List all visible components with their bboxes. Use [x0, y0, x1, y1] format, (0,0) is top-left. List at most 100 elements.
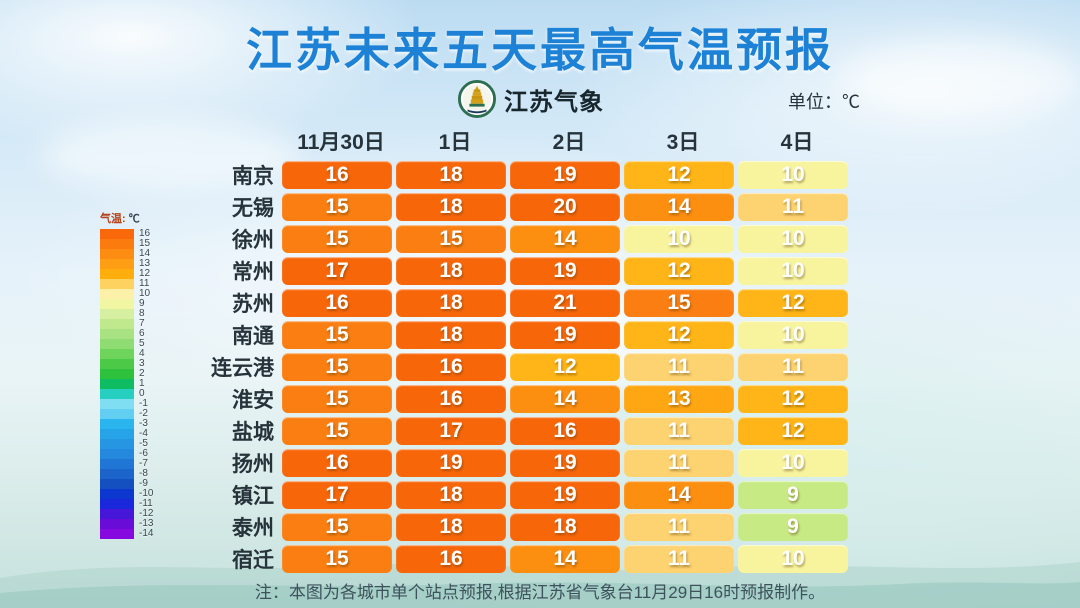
temperature-cell: 18 [396, 161, 506, 189]
table-row: 盐城 15 17 16 11 12 [196, 417, 856, 445]
legend-color-swatch [100, 269, 134, 279]
temperature-cell: 18 [510, 513, 620, 541]
temperature-cell: 17 [282, 481, 392, 509]
table-row: 宿迁 15 16 14 11 10 [196, 545, 856, 573]
table-header-row: 11月30日 1日 2日 3日 4日 [286, 126, 856, 156]
temperature-cell: 10 [738, 449, 848, 477]
temperature-cell: 14 [624, 193, 734, 221]
legend-item: -14 [100, 529, 153, 539]
legend-color-swatch [100, 459, 134, 469]
table-row: 扬州 16 19 19 11 10 [196, 449, 856, 477]
table-row: 徐州 15 15 14 10 10 [196, 225, 856, 253]
temperature-cell: 12 [738, 417, 848, 445]
column-header: 1日 [438, 131, 472, 154]
footnote: 注：本图为各城市单个站点预报,根据江苏省气象台11月29日16时预报制作。 [254, 583, 826, 602]
legend-item: 14 [100, 249, 153, 259]
legend-tick-label: -14 [139, 528, 154, 539]
table-row: 南通 15 18 19 12 10 [196, 321, 856, 349]
temperature-cell: 11 [624, 353, 734, 381]
legend-item: -2 [100, 409, 153, 419]
temperature-cell: 10 [624, 225, 734, 253]
legend-title-unit: ℃ [128, 213, 140, 225]
temperature-cell: 16 [396, 385, 506, 413]
legend-color-swatch [100, 529, 134, 539]
legend-color-swatch [100, 359, 134, 369]
legend-tick-label: 13 [139, 258, 151, 269]
legend-tick-label: -8 [139, 468, 148, 479]
legend-tick-label: -5 [139, 438, 148, 449]
temperature-cell: 10 [738, 225, 848, 253]
legend-color-swatch [100, 239, 134, 249]
legend-color-swatch [100, 369, 134, 379]
city-label: 苏州 [232, 293, 274, 316]
temperature-cell: 11 [624, 545, 734, 573]
temperature-cell: 18 [396, 481, 506, 509]
city-label: 宿迁 [232, 549, 274, 572]
legend-item: 4 [100, 349, 153, 359]
jiangsu-meteorology-badge-icon [458, 80, 496, 118]
city-label: 连云港 [211, 357, 274, 380]
cloud-decoration [40, 120, 300, 190]
legend-tick-label: 5 [139, 338, 145, 349]
legend-tick-label: 2 [139, 368, 145, 379]
temperature-cell: 19 [510, 161, 620, 189]
temperature-cell: 18 [396, 289, 506, 317]
legend-color-swatch [100, 509, 134, 519]
cloud-decoration [840, 40, 1080, 120]
legend-scale: 16 15 14 13 12 11 10 9 8 7 6 5 4 3 2 1 0 -1 -2 -3 -4 -5 -6 -7 -8… [100, 229, 153, 539]
legend-tick-label: 11 [139, 278, 150, 289]
legend-item: 5 [100, 339, 153, 349]
legend-color-swatch [100, 439, 134, 449]
temperature-cell: 15 [282, 225, 392, 253]
legend-tick-label: -6 [139, 448, 148, 459]
city-label: 泰州 [232, 517, 274, 540]
legend-item: 15 [100, 239, 153, 249]
legend-color-swatch [100, 499, 134, 509]
legend-color-swatch [100, 349, 134, 359]
city-label: 无锡 [232, 197, 274, 220]
city-label: 淮安 [232, 389, 274, 412]
legend-tick-label: 1 [139, 378, 145, 389]
legend-item: -6 [100, 449, 153, 459]
temperature-cell: 14 [624, 481, 734, 509]
legend-color-swatch [100, 299, 134, 309]
legend-tick-label: -4 [139, 428, 148, 439]
legend-item: -7 [100, 459, 153, 469]
legend-tick-label: -13 [139, 518, 154, 529]
table-body: 南京 16 18 19 12 10 无锡 15 18 20 14 11 徐州 15 15 14 10 10 常州 17… [196, 161, 856, 573]
temperature-cell: 15 [282, 385, 392, 413]
temperature-cell: 19 [510, 481, 620, 509]
legend-color-swatch [100, 379, 134, 389]
legend-item: 7 [100, 319, 153, 329]
legend-color-swatch [100, 339, 134, 349]
legend-item: 0 [100, 389, 153, 399]
logo: 江苏气象 [458, 80, 604, 118]
temperature-cell: 15 [282, 417, 392, 445]
legend-item: -1 [100, 399, 153, 409]
column-header: 4日 [780, 131, 814, 154]
column-header: 11月30日 [297, 131, 385, 154]
legend-color-swatch [100, 519, 134, 529]
legend-item: 3 [100, 359, 153, 369]
legend-color-swatch [100, 409, 134, 419]
temperature-cell: 14 [510, 545, 620, 573]
legend-tick-label: 8 [139, 308, 145, 319]
legend-color-swatch [100, 469, 134, 479]
temperature-cell: 19 [510, 257, 620, 285]
temperature-cell: 11 [738, 353, 848, 381]
temperature-cell: 10 [738, 321, 848, 349]
temperature-cell: 10 [738, 545, 848, 573]
temperature-cell: 9 [738, 481, 848, 509]
legend-item: -5 [100, 439, 153, 449]
legend-item: -12 [100, 509, 153, 519]
temperature-cell: 11 [624, 513, 734, 541]
temperature-cell: 15 [282, 545, 392, 573]
temperature-cell: 10 [738, 161, 848, 189]
city-label: 南通 [232, 325, 274, 348]
legend-item: -9 [100, 479, 153, 489]
temperature-cell: 11 [624, 417, 734, 445]
temperature-cell: 18 [396, 257, 506, 285]
legend-tick-label: 15 [139, 238, 151, 249]
legend-color-swatch [100, 289, 134, 299]
